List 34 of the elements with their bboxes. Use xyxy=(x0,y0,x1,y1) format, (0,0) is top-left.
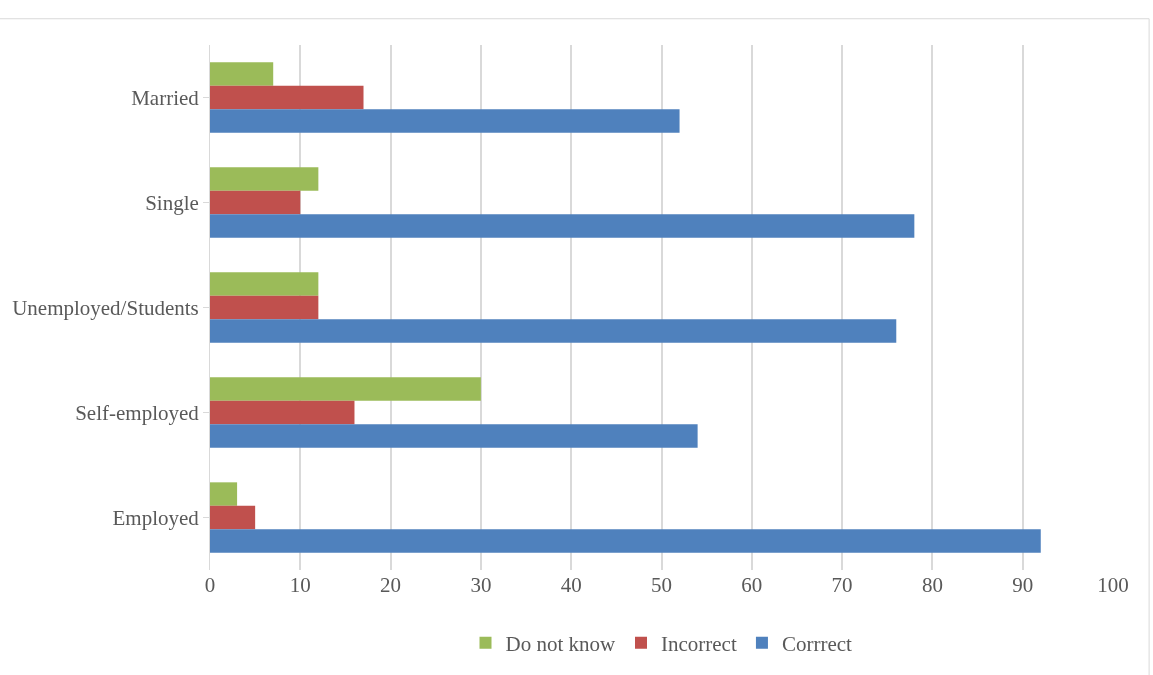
y-tick-label: Married xyxy=(131,85,200,110)
bar xyxy=(210,167,319,191)
x-tick-label: 80 xyxy=(921,573,943,597)
bar xyxy=(210,424,698,448)
bar xyxy=(210,400,355,425)
y-tick-label: Self-employed xyxy=(75,400,200,425)
bar xyxy=(210,109,680,133)
x-tick-label: 30 xyxy=(470,573,492,597)
bar xyxy=(210,190,301,215)
x-tick-label: 70 xyxy=(831,573,853,597)
x-tick-label: 20 xyxy=(380,573,402,597)
x-tick-label: 10 xyxy=(289,573,311,597)
legend-label: Incorrect xyxy=(661,631,737,656)
y-tick-label: Single xyxy=(145,190,199,215)
bar xyxy=(210,319,897,343)
bar xyxy=(210,272,319,296)
x-tick-label: 60 xyxy=(741,573,763,597)
bar xyxy=(210,62,274,86)
bar xyxy=(210,85,364,110)
bar xyxy=(210,295,319,320)
bar xyxy=(210,214,915,238)
bar xyxy=(210,505,256,530)
x-tick-label: 100 xyxy=(1097,573,1129,597)
bar xyxy=(210,377,481,401)
y-tick-label: Unemployed/Students xyxy=(12,295,199,320)
x-tick-label: 50 xyxy=(651,573,672,597)
x-tick-label: 0 xyxy=(204,573,216,597)
legend-label: Corrrect xyxy=(781,631,853,656)
y-tick-label: Employed xyxy=(112,505,200,530)
x-tick-label: 40 xyxy=(560,573,582,597)
bar xyxy=(210,529,1041,553)
legend-label: Do not know xyxy=(505,631,616,656)
bar xyxy=(210,482,238,506)
x-tick-label: 90 xyxy=(1012,573,1034,597)
